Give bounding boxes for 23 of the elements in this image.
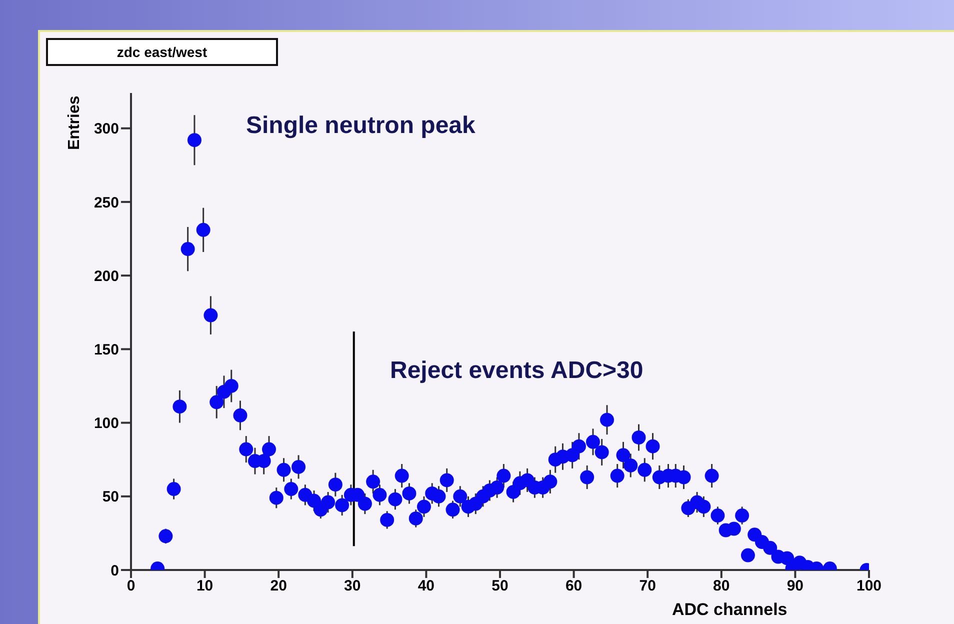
y-tick-label: 300 (94, 120, 119, 138)
chart-title: zdc east/west (46, 38, 278, 66)
y-tick-label: 0 (110, 562, 119, 580)
x-tick-label: 30 (344, 578, 361, 595)
x-tick-label: 80 (713, 578, 730, 595)
annotation: Reject events ADC>30 (390, 357, 644, 385)
x-tick-label: 40 (418, 578, 435, 595)
x-tick-label: 50 (492, 578, 508, 595)
annotation: Single neutron peak (246, 112, 476, 140)
x-axis-title: ADC channels (672, 600, 788, 620)
y-tick-label: 150 (94, 341, 119, 358)
x-tick-label: 70 (639, 578, 656, 595)
y-tick-label: 50 (102, 488, 119, 506)
x-tick-label: 0 (126, 578, 136, 595)
y-axis-title: Entries (66, 96, 84, 150)
x-tick-label: 20 (270, 578, 287, 595)
y-tick-label: 100 (94, 415, 119, 432)
x-tick-label: 100 (856, 578, 882, 595)
x-tick-label: 90 (786, 578, 804, 595)
y-tick-label: 200 (94, 268, 119, 285)
x-tick-label: 10 (196, 578, 214, 595)
y-tick-label: 250 (94, 194, 119, 212)
x-tick-label: 60 (565, 578, 582, 595)
